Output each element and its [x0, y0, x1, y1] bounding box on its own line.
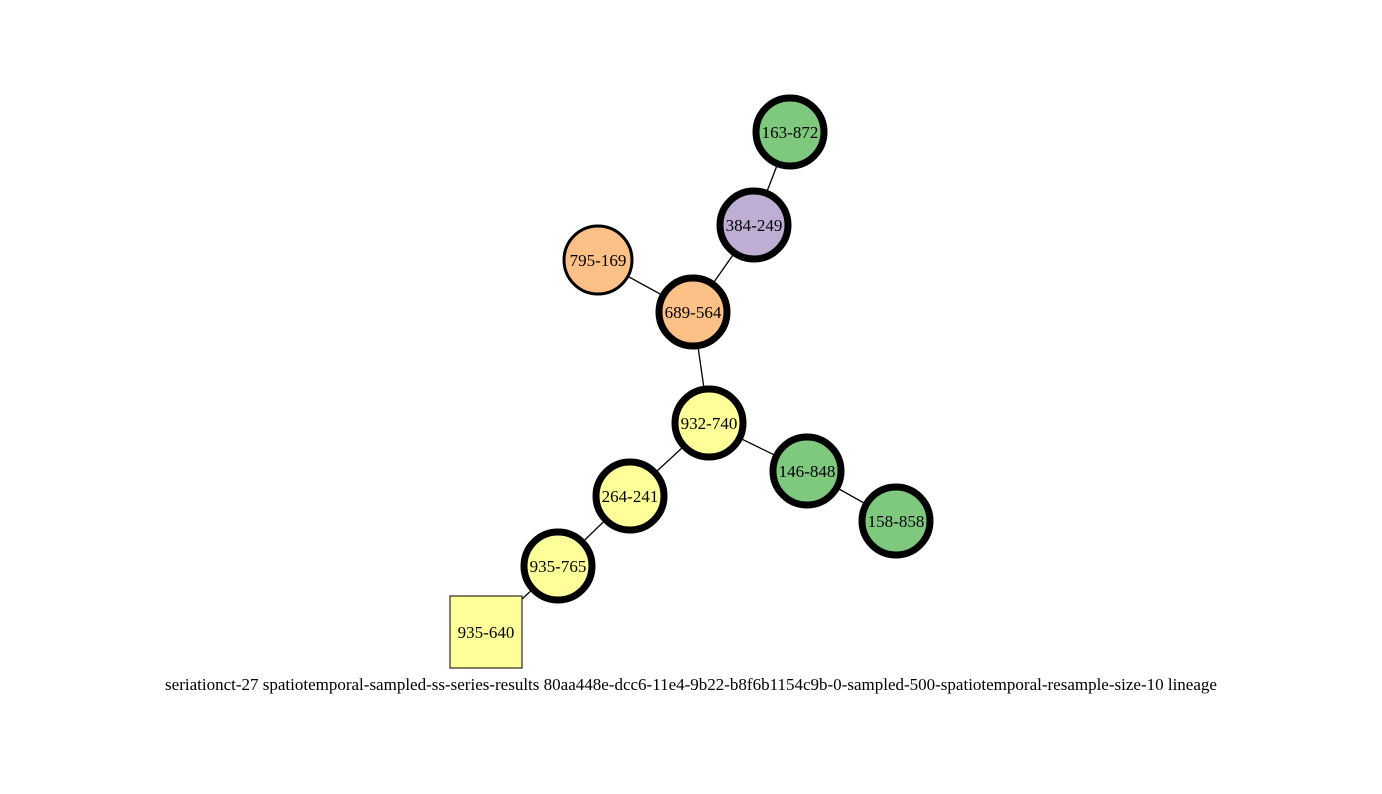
node-label: 158-858	[868, 512, 925, 531]
graph-node: 935-640	[449, 595, 523, 669]
node-circle	[592, 458, 668, 534]
node-circle	[562, 224, 634, 296]
graph-node: 163-872	[752, 94, 828, 170]
graph-node: 264-241	[592, 458, 668, 534]
node-circle	[671, 385, 747, 461]
node-square	[449, 595, 523, 669]
graph-caption: seriationct-27 spatiotemporal-sampled-ss…	[165, 675, 1217, 694]
graph-node: 689-564	[655, 274, 731, 350]
node-label: 935-765	[530, 557, 587, 576]
node-label: 689-564	[665, 303, 722, 322]
graph-node: 795-169	[562, 224, 634, 296]
graph-node: 932-740	[671, 385, 747, 461]
node-circle	[520, 528, 596, 604]
node-label: 795-169	[570, 251, 627, 270]
graph-node: 384-249	[716, 187, 792, 263]
node-label: 935-640	[458, 623, 515, 642]
node-label: 146-848	[779, 462, 836, 481]
node-circle	[769, 433, 845, 509]
node-circle	[655, 274, 731, 350]
node-label: 932-740	[681, 414, 738, 433]
node-label: 163-872	[762, 123, 819, 142]
graph-node: 146-848	[769, 433, 845, 509]
node-circle	[716, 187, 792, 263]
node-label: 264-241	[602, 487, 659, 506]
graph-nodes: 163-872 384-249 795-169 689-564 932-740 146-8…	[449, 94, 934, 669]
node-label: 384-249	[726, 216, 783, 235]
node-circle	[858, 483, 934, 559]
graph-node: 935-765	[520, 528, 596, 604]
node-circle	[752, 94, 828, 170]
graph-node: 158-858	[858, 483, 934, 559]
